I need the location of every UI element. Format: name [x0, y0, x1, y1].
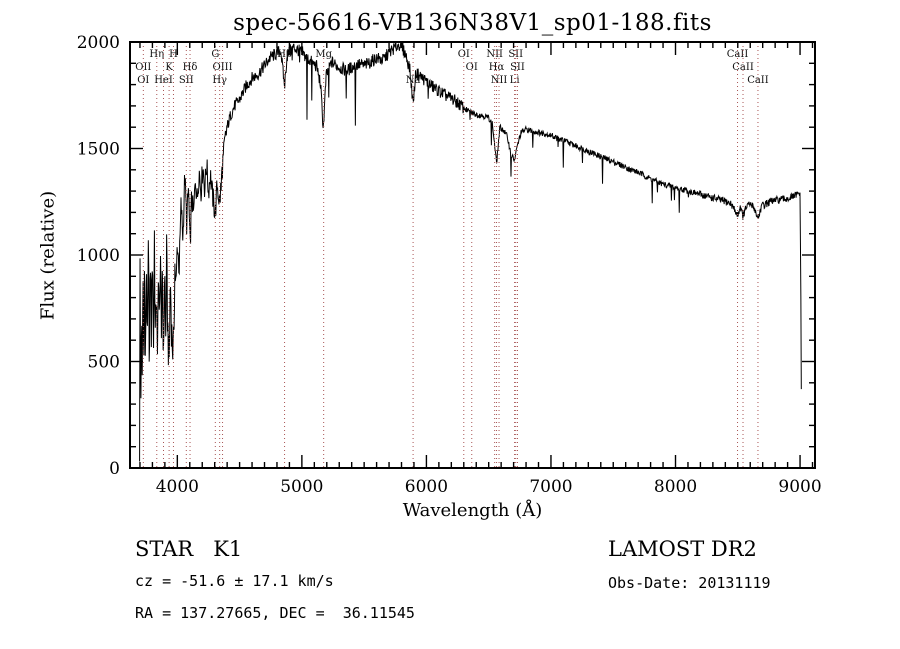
x-tick-label: 7000: [529, 477, 572, 497]
x-axis-label: Wavelength (Å): [402, 500, 543, 521]
spectral-line-label: NII: [486, 49, 503, 60]
spectral-line-label: OII: [135, 62, 151, 73]
plot-title: spec-56616-VB136N38V1_sp01-188.fits: [233, 10, 712, 36]
x-tick-label: 5000: [280, 477, 323, 497]
spectral-line-label: HeI: [154, 75, 173, 86]
survey-name-label: LAMOST DR2: [608, 537, 757, 561]
spectral-line-label: CaII: [727, 49, 749, 60]
spectral-line-label: Hη: [149, 49, 164, 60]
spectral-line-label: Hα: [489, 62, 505, 73]
spectral-line-label: OI: [466, 62, 478, 73]
spectrum-trace: [139, 41, 802, 462]
spectral-line-label: Li: [510, 75, 520, 86]
spectral-line-label: Hδ: [183, 62, 198, 73]
obs-date-label: Obs-Date: 20131119: [608, 574, 771, 592]
spectral-line-label: Hβ: [277, 49, 292, 60]
spectral-line-label: H: [169, 49, 178, 60]
ra-dec-label: RA = 137.27665, DEC = 36.11545: [135, 604, 415, 622]
y-tick-label: 1000: [77, 246, 120, 266]
spectral-line-label: Mg: [315, 49, 332, 60]
y-tick-label: 500: [88, 353, 120, 373]
spectral-line-label: SII: [510, 62, 525, 73]
y-tick-label: 0: [109, 459, 120, 479]
spectral-line-label: OI: [458, 49, 470, 60]
x-tick-label: 6000: [405, 477, 448, 497]
spectral-line-label: OI: [137, 75, 149, 86]
spectral-line-label: K: [165, 62, 173, 73]
x-tick-label: 4000: [156, 477, 199, 497]
y-axis-label: Flux (relative): [37, 190, 59, 321]
spectral-line-label: SII: [508, 49, 523, 60]
cz-velocity-label: cz = -51.6 ± 17.1 km/s: [135, 572, 334, 590]
x-tick-label: 9000: [778, 477, 821, 497]
y-tick-label: 1500: [77, 140, 120, 160]
object-class-label: STAR K1: [135, 537, 243, 561]
spectral-line-label: OIII: [213, 62, 233, 73]
plot-frame: [129, 41, 816, 469]
y-tick-label: 2000: [77, 33, 120, 53]
spectral-line-label: SII: [179, 75, 194, 86]
x-tick-label: 8000: [654, 477, 697, 497]
spectral-line-label: Na: [406, 75, 421, 86]
spectral-line-label: Hγ: [212, 75, 227, 86]
spectral-line-label: G: [211, 49, 219, 60]
spectral-line-label: NII: [491, 75, 508, 86]
spectral-line-label: CaII: [732, 62, 754, 73]
spectral-line-label: CaII: [747, 75, 769, 86]
